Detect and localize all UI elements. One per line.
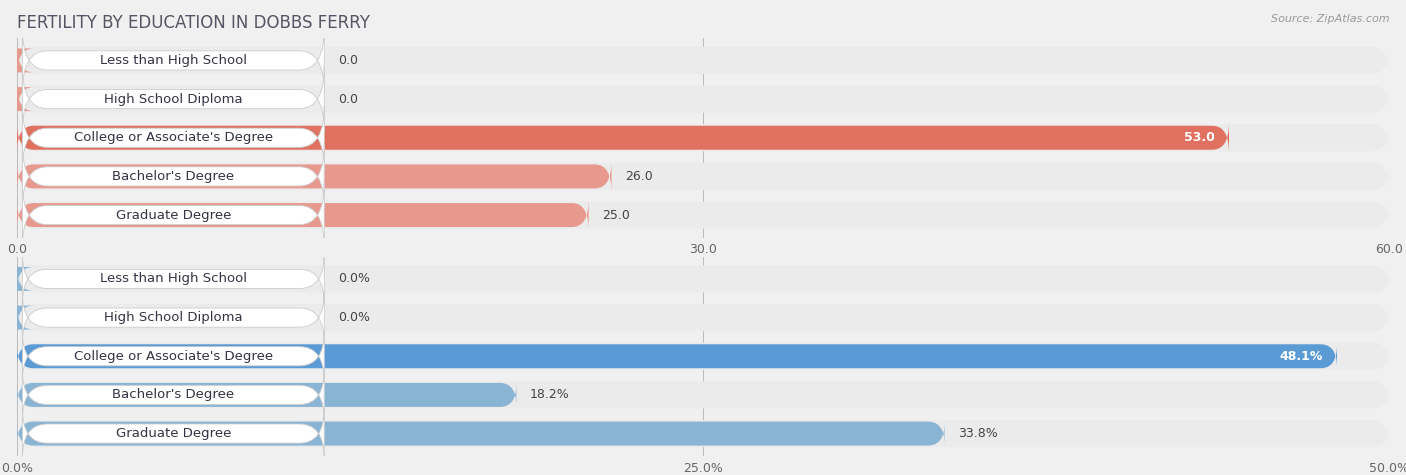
- FancyBboxPatch shape: [0, 45, 34, 76]
- FancyBboxPatch shape: [22, 331, 325, 381]
- Text: Source: ZipAtlas.com: Source: ZipAtlas.com: [1271, 14, 1389, 24]
- Text: 48.1%: 48.1%: [1279, 350, 1323, 363]
- Text: 18.2%: 18.2%: [530, 389, 569, 401]
- Text: College or Associate's Degree: College or Associate's Degree: [73, 350, 273, 363]
- FancyBboxPatch shape: [17, 162, 1389, 191]
- FancyBboxPatch shape: [17, 304, 1389, 331]
- Text: FERTILITY BY EDUCATION IN DOBBS FERRY: FERTILITY BY EDUCATION IN DOBBS FERRY: [17, 14, 370, 32]
- FancyBboxPatch shape: [0, 305, 34, 330]
- FancyBboxPatch shape: [17, 344, 1337, 368]
- FancyBboxPatch shape: [22, 408, 325, 459]
- FancyBboxPatch shape: [17, 383, 516, 407]
- FancyBboxPatch shape: [17, 422, 945, 446]
- Text: High School Diploma: High School Diploma: [104, 311, 243, 324]
- FancyBboxPatch shape: [17, 46, 1389, 75]
- Text: 26.0: 26.0: [626, 170, 652, 183]
- Text: Bachelor's Degree: Bachelor's Degree: [112, 389, 235, 401]
- FancyBboxPatch shape: [22, 28, 325, 93]
- FancyBboxPatch shape: [22, 144, 325, 209]
- Text: High School Diploma: High School Diploma: [104, 93, 243, 105]
- Text: 33.8%: 33.8%: [959, 427, 998, 440]
- FancyBboxPatch shape: [0, 267, 34, 291]
- FancyBboxPatch shape: [22, 183, 325, 247]
- FancyBboxPatch shape: [17, 85, 1389, 114]
- FancyBboxPatch shape: [17, 266, 1389, 293]
- FancyBboxPatch shape: [17, 161, 612, 192]
- Text: Less than High School: Less than High School: [100, 273, 247, 285]
- FancyBboxPatch shape: [22, 67, 325, 131]
- FancyBboxPatch shape: [22, 105, 325, 170]
- Text: 25.0: 25.0: [602, 209, 630, 221]
- Text: 0.0: 0.0: [337, 54, 359, 67]
- FancyBboxPatch shape: [22, 254, 325, 304]
- FancyBboxPatch shape: [17, 381, 1389, 408]
- Text: 0.0%: 0.0%: [337, 273, 370, 285]
- FancyBboxPatch shape: [22, 370, 325, 420]
- FancyBboxPatch shape: [17, 122, 1229, 153]
- FancyBboxPatch shape: [17, 201, 1389, 229]
- FancyBboxPatch shape: [22, 293, 325, 343]
- FancyBboxPatch shape: [17, 124, 1389, 152]
- Text: Less than High School: Less than High School: [100, 54, 247, 67]
- FancyBboxPatch shape: [17, 343, 1389, 370]
- Text: Graduate Degree: Graduate Degree: [115, 209, 231, 221]
- FancyBboxPatch shape: [17, 420, 1389, 447]
- FancyBboxPatch shape: [0, 83, 34, 115]
- Text: Bachelor's Degree: Bachelor's Degree: [112, 170, 235, 183]
- Text: Graduate Degree: Graduate Degree: [115, 427, 231, 440]
- Text: 0.0: 0.0: [337, 93, 359, 105]
- Text: 53.0: 53.0: [1184, 131, 1215, 144]
- Text: College or Associate's Degree: College or Associate's Degree: [73, 131, 273, 144]
- Text: 0.0%: 0.0%: [337, 311, 370, 324]
- FancyBboxPatch shape: [17, 199, 589, 231]
